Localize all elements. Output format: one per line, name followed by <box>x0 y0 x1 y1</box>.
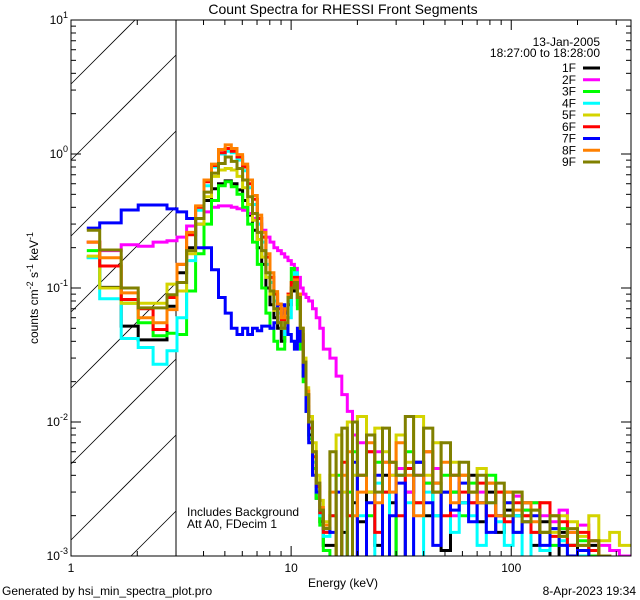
x-tick-label: 10 <box>284 561 298 575</box>
y-tick-exponent: 1 <box>63 10 68 20</box>
legend-label-4F: 4F <box>562 96 576 110</box>
hatch-line <box>70 130 177 237</box>
legend-label-7F: 7F <box>562 132 576 146</box>
hatch-line <box>70 358 177 465</box>
legend-label-6F: 6F <box>562 120 576 134</box>
y-tick-exponent: -3 <box>60 546 68 556</box>
legend-label-5F: 5F <box>562 108 576 122</box>
y-tick-base: 10 <box>47 549 61 563</box>
legend-label-1F: 1F <box>562 61 576 75</box>
y-tick-label: 101 <box>50 10 68 27</box>
y-tick-label: 10-2 <box>47 412 68 429</box>
hatch-line <box>70 206 177 313</box>
y-tick-label: 10-3 <box>47 546 68 563</box>
legend-label-8F: 8F <box>562 143 576 157</box>
x-axis-label: Energy (keV) <box>308 576 378 590</box>
legend-date: 13-Jan-2005 <box>533 35 601 49</box>
legend-label-2F: 2F <box>562 73 576 87</box>
y-label-exp: -1 <box>25 232 35 240</box>
y-tick-label: 100 <box>50 144 68 161</box>
y-tick-exponent: -1 <box>60 278 68 288</box>
legend-time-range: 18:27:00 to 18:28:00 <box>490 46 600 60</box>
y-label-part: s <box>27 272 41 281</box>
hatch-line <box>70 54 177 161</box>
hatch-line <box>70 19 136 85</box>
generated-by-footer: Generated by hsi_min_spectra_plot.pro <box>2 584 212 598</box>
y-label-part: keV <box>27 240 41 264</box>
x-tick-label: 1 <box>68 561 75 575</box>
timestamp-footer: 8-Apr-2023 19:34 <box>543 584 637 598</box>
annotation-attenuator: Att A0, FDecim 1 <box>187 517 277 531</box>
series-line-9F <box>86 155 612 556</box>
hatch-line <box>70 434 177 541</box>
annotation-background: Includes Background <box>187 505 299 519</box>
y-tick-exponent: 0 <box>63 144 68 154</box>
hatch-line <box>130 510 177 557</box>
y-label-part: counts cm <box>27 289 41 344</box>
legend-label-3F: 3F <box>562 85 576 99</box>
chart-title: Count Spectra for RHESSI Front Segments <box>208 1 477 17</box>
y-tick-label: 10-1 <box>47 278 68 295</box>
x-tick-label: 100 <box>501 561 521 575</box>
y-tick-base: 10 <box>47 281 61 295</box>
y-label-exp: -1 <box>25 264 35 272</box>
y-tick-base: 10 <box>50 13 64 27</box>
series-line-4F <box>86 149 591 556</box>
hatch-line <box>70 282 177 389</box>
y-tick-base: 10 <box>50 147 64 161</box>
y-axis-label: counts cm-2 s-1 keV-1 <box>25 232 41 344</box>
legend-label-9F: 9F <box>562 155 576 169</box>
excluded-energy-hatch <box>70 19 177 557</box>
y-tick-base: 10 <box>47 415 61 429</box>
y-tick-exponent: -2 <box>60 412 68 422</box>
y-label-exp: -2 <box>25 281 35 289</box>
